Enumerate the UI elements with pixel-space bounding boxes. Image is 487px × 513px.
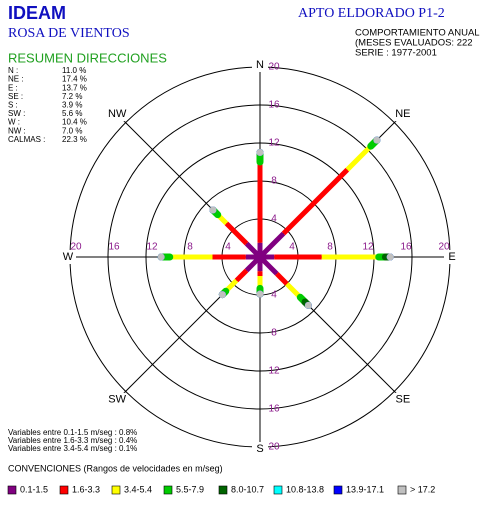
r-tick-label: 20 bbox=[70, 242, 82, 253]
wind-segment bbox=[234, 268, 249, 283]
summary-value: 13.7 % bbox=[62, 83, 87, 92]
r-tick-label: 20 bbox=[268, 442, 280, 453]
r-tick-label: 8 bbox=[271, 328, 277, 339]
summary-label: S : bbox=[8, 101, 18, 110]
dir-label-bg bbox=[252, 58, 268, 72]
variable-note: Variables entre 3.4-5.4 m/seg : 0.1% bbox=[8, 444, 137, 453]
summary-value: 10.4 % bbox=[62, 118, 87, 127]
direction-label: NW bbox=[108, 108, 127, 120]
legend-label: > 17.2 bbox=[410, 484, 435, 494]
r-tick-label: 16 bbox=[268, 404, 280, 415]
wind-segment bbox=[281, 167, 350, 236]
r-tick-label: 12 bbox=[362, 242, 374, 253]
wind-segment bbox=[345, 144, 373, 172]
direction-label: W bbox=[63, 251, 74, 263]
r-tick-label: 16 bbox=[400, 242, 412, 253]
wind-segment bbox=[224, 221, 249, 246]
direction-label: SW bbox=[108, 394, 126, 406]
direction-label: NE bbox=[395, 108, 410, 120]
summary-value: 5.6 % bbox=[62, 109, 82, 118]
r-tick-label: 12 bbox=[146, 242, 158, 253]
legend-swatch bbox=[218, 485, 228, 495]
summary-value: 7.2 % bbox=[62, 92, 82, 101]
r-tick-label: 16 bbox=[108, 242, 120, 253]
direction-label: N bbox=[256, 59, 264, 71]
r-tick-label: 8 bbox=[271, 176, 277, 187]
r-tick-label: 16 bbox=[268, 100, 280, 111]
legend-label: 8.0-10.7 bbox=[231, 484, 264, 494]
wind-segment bbox=[244, 241, 262, 259]
summary-label: SW : bbox=[8, 109, 25, 118]
wind-segment bbox=[258, 231, 286, 259]
legend-label: 3.4-5.4 bbox=[124, 484, 152, 494]
dir-label-bg bbox=[394, 392, 411, 407]
legend-swatch bbox=[333, 485, 343, 495]
dir-label-bg bbox=[394, 107, 411, 122]
info: SERIE : 1977-2001 bbox=[355, 48, 437, 59]
r-tick-label: 12 bbox=[268, 366, 280, 377]
r-tick-label: 20 bbox=[438, 242, 450, 253]
wind-segment bbox=[258, 255, 279, 276]
variable-note: Variables entre 1.6-3.3 m/seg : 0.4% bbox=[8, 436, 137, 445]
wind-segment bbox=[275, 272, 289, 286]
brand: IDEAM bbox=[8, 3, 66, 23]
legend-title: CONVENCIONES (Rangos de velocidades en m… bbox=[8, 463, 223, 473]
legend-label: 1.6-3.3 bbox=[72, 484, 100, 494]
summary-value: 11.0 % bbox=[62, 66, 86, 75]
station: APTO ELDORADO P1-2 bbox=[298, 6, 445, 21]
dir-label-bg bbox=[109, 107, 126, 122]
legend-label: 0.1-1.5 bbox=[20, 484, 48, 494]
summary-label: NE : bbox=[8, 75, 24, 84]
dir-label-bg bbox=[444, 250, 460, 264]
summary-label: SE : bbox=[8, 92, 23, 101]
legend-swatch bbox=[163, 485, 173, 495]
r-tick-label: 4 bbox=[271, 214, 277, 225]
summary-title: RESUMEN DIRECCIONES bbox=[8, 50, 167, 65]
direction-label: E bbox=[448, 251, 455, 263]
summary-label: CALMAS : bbox=[8, 135, 45, 144]
legend-swatch bbox=[397, 485, 407, 495]
summary-label: W : bbox=[8, 118, 20, 127]
subtitle: ROSA DE VIENTOS bbox=[8, 26, 130, 41]
dir-label-bg bbox=[60, 250, 76, 264]
summary-label: NW : bbox=[8, 126, 26, 135]
direction-label: SE bbox=[395, 394, 410, 406]
r-tick-label: 8 bbox=[187, 242, 193, 253]
legend-swatch bbox=[273, 485, 283, 495]
r-tick-label: 4 bbox=[289, 242, 295, 253]
legend-label: 5.5-7.9 bbox=[176, 484, 204, 494]
variable-note: Variables entre 0.1-1.5 m/seg : 0.8% bbox=[8, 428, 137, 437]
legend-label: 13.9-17.1 bbox=[346, 484, 384, 494]
legend-swatch bbox=[59, 485, 69, 495]
summary-value: 22.3 % bbox=[62, 135, 87, 144]
r-tick-label: 20 bbox=[268, 62, 280, 73]
info: COMPORTAMIENTO ANUAL bbox=[355, 28, 480, 39]
summary-value: 17.4 % bbox=[62, 75, 87, 84]
direction-label: S bbox=[256, 443, 263, 455]
summary-value: 7.0 % bbox=[62, 126, 82, 135]
r-tick-label: 8 bbox=[327, 242, 333, 253]
r-tick-label: 4 bbox=[271, 290, 277, 301]
legend-swatch bbox=[7, 485, 17, 495]
summary-value: 3.9 % bbox=[62, 101, 82, 110]
legend-swatch bbox=[111, 485, 121, 495]
r-tick-label: 4 bbox=[225, 242, 231, 253]
legend-label: 10.8-13.8 bbox=[286, 484, 324, 494]
summary-label: N : bbox=[8, 66, 18, 75]
dir-label-bg bbox=[252, 442, 268, 456]
summary-label: E : bbox=[8, 83, 18, 92]
info: (MESES EVALUADOS: 222 bbox=[355, 38, 473, 49]
r-tick-label: 12 bbox=[268, 138, 280, 149]
dir-label-bg bbox=[109, 392, 126, 407]
